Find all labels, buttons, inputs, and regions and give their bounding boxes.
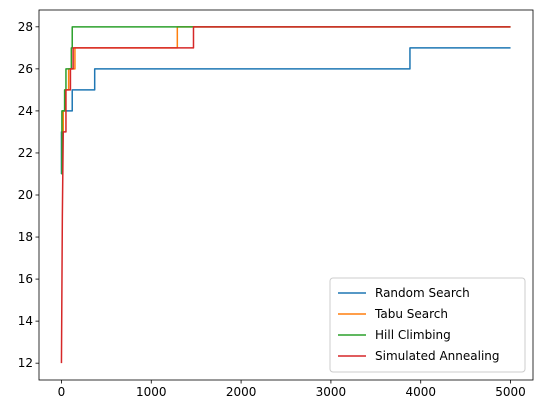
y-tick-label-2: 16 (18, 272, 33, 286)
legend-box (329, 277, 526, 373)
y-tick-label-5: 22 (18, 146, 33, 160)
series-line-1 (61, 26, 511, 133)
x-tick-label-2: 2000 (226, 385, 257, 399)
x-tick-label-0: 0 (58, 385, 66, 399)
x-tick-label-5: 5000 (495, 385, 526, 399)
y-tick-label-7: 26 (18, 62, 33, 76)
legend-label-3: Simulated Annealing (375, 349, 500, 363)
x-tick-label-1: 1000 (136, 385, 167, 399)
y-tick-label-6: 24 (18, 104, 33, 118)
y-tick-label-8: 28 (18, 20, 33, 34)
legend-label-2: Hill Climbing (375, 328, 451, 342)
y-tick-label-1: 14 (18, 314, 33, 328)
y-tick-label-4: 20 (18, 188, 33, 202)
axes-layer: 0 1000 2000 3000 4000 5000 12 14 16 18 20 22 24 26 28 (18, 9, 534, 399)
series-line-3 (60, 26, 511, 364)
legend-label-0: Random Search (375, 286, 470, 300)
legend-label-1: Tabu Search (374, 307, 448, 321)
x-tick-label-3: 3000 (316, 385, 347, 399)
legend: Random Search Tabu Search Hill Climbing Sim… (329, 277, 526, 373)
x-tick-label-4: 4000 (405, 385, 436, 399)
y-tick-label-0: 12 (18, 356, 33, 370)
series-layer (60, 26, 511, 364)
y-tick-label-3: 18 (18, 230, 33, 244)
series-line-2 (61, 26, 511, 175)
